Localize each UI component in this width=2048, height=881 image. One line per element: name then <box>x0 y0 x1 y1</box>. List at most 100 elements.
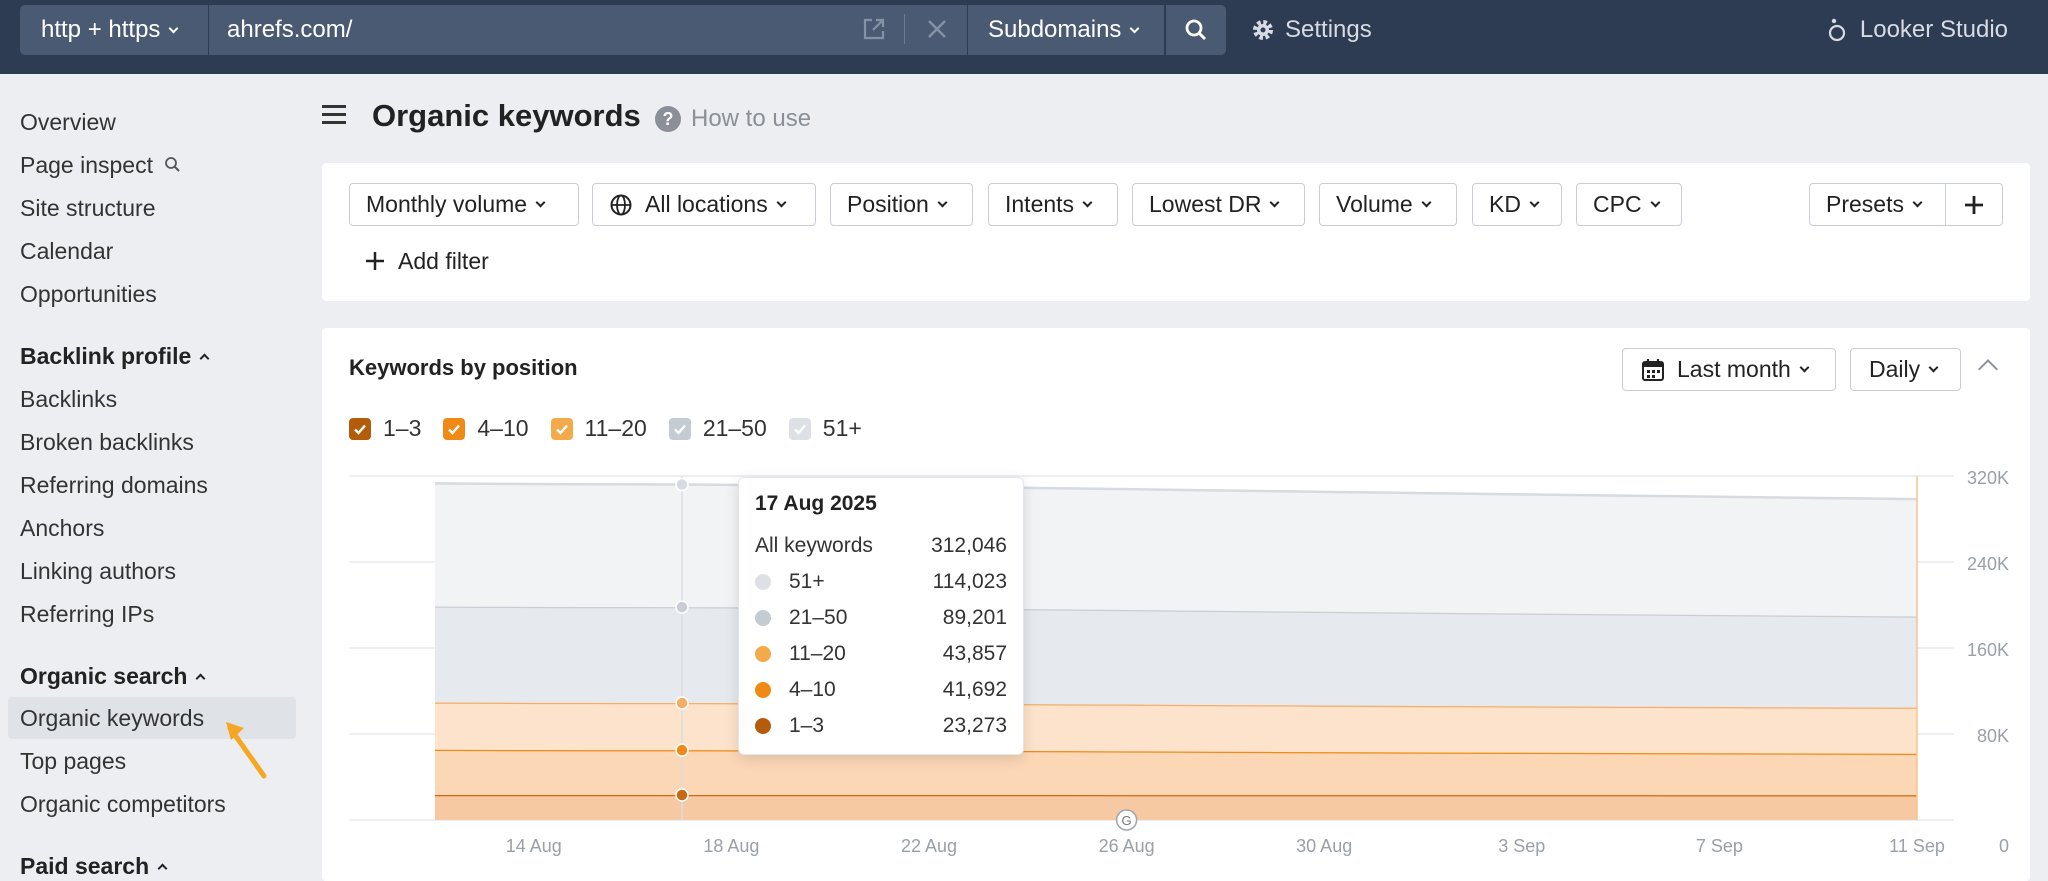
url-input-value: ahrefs.com/ <box>227 16 353 43</box>
sidebar-section-backlink-profile[interactable]: Backlink profile <box>20 336 210 376</box>
pointer-arrow-icon <box>226 722 267 779</box>
y-tick-label: 160K <box>1967 640 2009 660</box>
presets-label: Presets <box>1826 191 1904 217</box>
how-to-use-link[interactable]: ? How to use <box>655 105 811 133</box>
add-filter-button[interactable]: Add filter <box>364 246 489 276</box>
sidebar-section-paid-search[interactable]: Paid search <box>20 846 168 881</box>
presets-button[interactable]: Presets <box>1809 183 1946 226</box>
x-tick-label: 30 Aug <box>1296 836 1352 856</box>
filter-kd[interactable]: KD <box>1472 183 1562 226</box>
tooltip-row: 51+ 114,023 <box>755 564 1007 600</box>
chevron-down-icon <box>1799 362 1810 373</box>
filter-all-locations[interactable]: All locations <box>592 183 816 226</box>
url-input[interactable]: ahrefs.com/ <box>209 5 967 55</box>
sidebar-item-anchors[interactable]: Anchors <box>20 514 105 541</box>
tooltip-row: 4–10 41,692 <box>755 672 1007 708</box>
settings-button[interactable]: Settings <box>1251 10 1372 50</box>
filter-position[interactable]: Position <box>830 183 973 226</box>
granularity-select[interactable]: Daily <box>1850 348 1961 391</box>
sidebar-item-referring-domains[interactable]: Referring domains <box>20 471 208 498</box>
date-range-label: Last month <box>1677 356 1791 382</box>
protocol-select[interactable]: http + https <box>20 5 208 55</box>
legend-item[interactable]: 4–10 <box>443 415 529 442</box>
x-tick-label: 18 Aug <box>703 836 759 856</box>
sidebar-active-highlight <box>8 697 296 739</box>
sidebar-item-referring-ips[interactable]: Referring IPs <box>20 600 155 627</box>
globe-icon <box>610 194 632 215</box>
settings-label: Settings <box>1285 16 1372 43</box>
tooltip-total-label: All keywords <box>755 534 873 557</box>
series-area <box>435 749 1917 796</box>
sidebar-item-backlinks[interactable]: Backlinks <box>20 385 118 412</box>
checkbox-icon[interactable] <box>550 417 573 440</box>
filter-lowest-dr[interactable]: Lowest DR <box>1132 183 1305 226</box>
sidebar-section-label: Backlink profile <box>20 342 192 369</box>
y-tick-label: 0 <box>1999 836 2009 856</box>
checkbox-icon[interactable] <box>443 417 466 440</box>
chevron-down-icon <box>168 23 179 33</box>
legend-item[interactable]: 1–3 <box>349 415 421 442</box>
chevron-up-icon <box>199 353 210 363</box>
sidebar-item-broken-backlinks[interactable]: Broken backlinks <box>20 428 194 455</box>
y-tick-label: 80K <box>1977 726 2009 746</box>
series-area <box>435 606 1917 708</box>
sidebar-item-opportunities[interactable]: Opportunities <box>20 280 157 307</box>
filter-monthly-volume[interactable]: Monthly volume <box>349 183 579 226</box>
sidebar-item-overview[interactable]: Overview <box>20 108 116 135</box>
search-button[interactable] <box>1166 5 1226 55</box>
checkbox-icon[interactable] <box>349 417 371 440</box>
add-filter-label: Add filter <box>398 247 489 274</box>
sidebar-section-label: Organic search <box>20 662 188 689</box>
mode-select[interactable]: Subdomains <box>968 5 1164 55</box>
sidebar-item-calendar[interactable]: Calendar <box>20 237 114 264</box>
sidebar-section-organic-search[interactable]: Organic search <box>20 656 206 696</box>
legend-item[interactable]: 21–50 <box>668 415 767 442</box>
filter-volume[interactable]: Volume <box>1319 183 1457 226</box>
date-range-select[interactable]: Last month <box>1622 348 1836 391</box>
filter-label: All locations <box>645 191 768 217</box>
legend-item[interactable]: 11–20 <box>550 415 647 442</box>
annotation-marker <box>1115 809 1138 831</box>
clear-icon[interactable] <box>922 14 952 44</box>
external-link-icon[interactable] <box>860 15 888 43</box>
sidebar-item-organic-competitors[interactable]: Organic competitors <box>20 790 226 817</box>
filter-intents[interactable]: Intents <box>988 183 1118 226</box>
looker-studio-button[interactable]: Looker Studio <box>1826 10 2008 50</box>
chevron-down-icon <box>535 197 546 208</box>
y-tick-label: 320K <box>1967 470 2009 488</box>
chevron-down-icon <box>1928 362 1939 373</box>
add-preset-button[interactable] <box>1945 183 2003 226</box>
chevron-down-icon <box>937 197 948 208</box>
search-icon <box>1185 19 1207 41</box>
tooltip-date: 17 Aug 2025 <box>755 492 877 515</box>
tooltip-total-value: 312,046 <box>931 534 1007 557</box>
legend-label: 1–3 <box>383 415 422 441</box>
hover-point <box>675 477 689 492</box>
tooltip-row: 11–20 43,857 <box>755 636 1007 672</box>
checkbox-icon[interactable] <box>788 417 811 440</box>
tooltip-row-label: 11–20 <box>789 642 846 665</box>
plus-icon <box>1965 195 1983 214</box>
tooltip-dot <box>755 610 771 626</box>
chevron-up-icon <box>196 673 206 683</box>
chevron-down-icon <box>1129 23 1140 33</box>
filter-cpc[interactable]: CPC <box>1576 183 1682 226</box>
filter-label: CPC <box>1593 191 1642 217</box>
filter-label: Lowest DR <box>1149 191 1262 217</box>
sidebar-item-site-structure[interactable]: Site structure <box>20 194 156 221</box>
keywords-by-position-chart: G 0 80K 160K 240K 320K 14 Aug 18 Aug 22 Aug 26 Au… <box>349 470 2009 856</box>
sidebar-item-top-pages[interactable]: Top pages <box>20 747 127 774</box>
search-icon <box>165 157 180 172</box>
chart-tooltip: 17 Aug 2025 All keywords 312,046 51+ 114,… <box>738 477 1024 755</box>
tooltip-dot <box>755 574 771 590</box>
menu-icon[interactable] <box>322 104 348 126</box>
x-tick-label: 22 Aug <box>901 836 957 856</box>
granularity-label: Daily <box>1869 356 1921 382</box>
sidebar-item-page-inspect[interactable]: Page inspect <box>20 145 183 185</box>
sidebar-item-linking-authors[interactable]: Linking authors <box>20 557 176 584</box>
how-to-use-label: How to use <box>691 105 812 132</box>
hover-point <box>675 743 689 757</box>
legend-item[interactable]: 51+ <box>788 415 862 442</box>
checkbox-icon[interactable] <box>668 417 691 440</box>
sidebar-item-organic-keywords[interactable]: Organic keywords <box>20 704 205 731</box>
